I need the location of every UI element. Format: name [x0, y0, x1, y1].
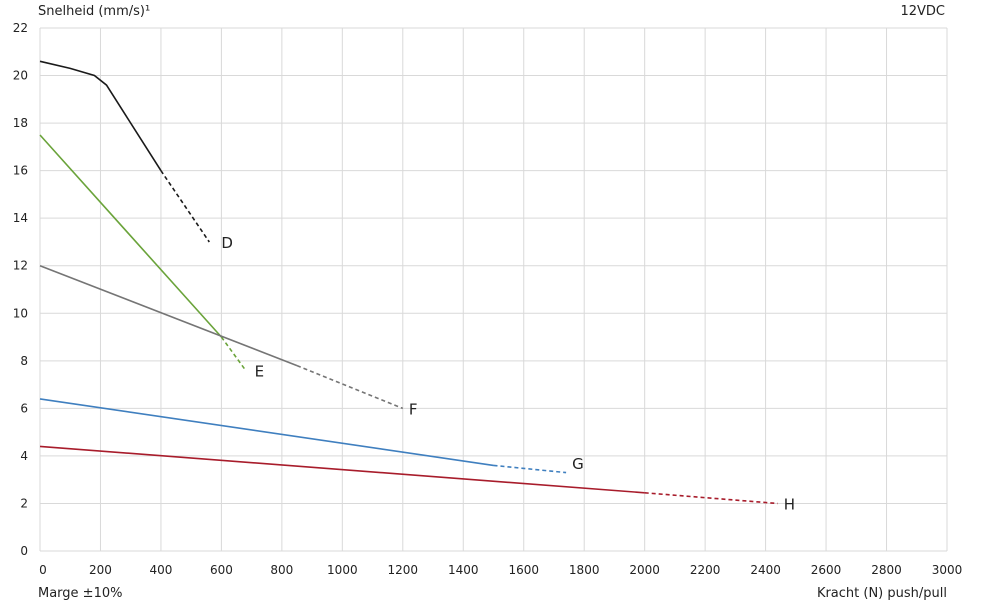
- x-axis-label: Kracht (N) push/pull: [817, 586, 947, 601]
- y-tick-label: 10: [13, 306, 28, 320]
- x-tick-label: 1000: [327, 563, 358, 577]
- series-d-dashed-line: [160, 170, 210, 243]
- series-f-dashed-line: [296, 364, 404, 410]
- series-g-line: [39, 398, 494, 467]
- y-tick-label: 16: [13, 164, 28, 178]
- series-e-label: E: [255, 362, 264, 380]
- y-tick-label: 22: [13, 21, 28, 35]
- tick-labels: 0 200 400 600 800 1000 1200 1400 1600 1800 2000 220…: [13, 21, 963, 577]
- series-h-dashed-line: [644, 492, 778, 505]
- series-h-label: H: [784, 495, 795, 513]
- y-tick-label: 14: [13, 211, 28, 225]
- x-tick-label: 2800: [871, 563, 902, 577]
- y-tick-label: 6: [20, 401, 28, 415]
- series-lines: [39, 60, 778, 505]
- x-tick-label: 1600: [508, 563, 539, 577]
- x-tick-label: 800: [270, 563, 293, 577]
- series-d-line: [39, 60, 162, 172]
- y-tick-label: 0: [20, 544, 28, 558]
- x-tick-label: 400: [149, 563, 172, 577]
- x-tick-label: 2400: [750, 563, 781, 577]
- series-h-line: [39, 445, 645, 494]
- x-tick-label: 2600: [811, 563, 842, 577]
- x-tick-label: 2000: [629, 563, 660, 577]
- series-g-dashed-line: [493, 464, 567, 474]
- y-tick-label: 2: [20, 496, 28, 510]
- x-tick-label: 1800: [569, 563, 600, 577]
- y-tick-label: 18: [13, 116, 28, 130]
- series-g-label: G: [572, 455, 584, 473]
- series-e-dashed-line: [220, 336, 247, 371]
- y-tick-label: 4: [20, 449, 28, 463]
- y-tick-label: 8: [20, 354, 28, 368]
- x-tick-label: 1200: [388, 563, 419, 577]
- grid: [39, 27, 948, 552]
- x-tick-label: 0: [39, 563, 47, 577]
- voltage-label: 12VDC: [900, 4, 945, 19]
- series-d-label: D: [221, 234, 233, 252]
- x-tick-label: 200: [89, 563, 112, 577]
- series-e-line: [39, 134, 222, 338]
- series-labels: D E F G H: [221, 234, 795, 514]
- y-tick-label: 20: [13, 69, 28, 83]
- series-f-line: [39, 264, 298, 367]
- x-tick-label: 600: [210, 563, 233, 577]
- x-tick-label: 2200: [690, 563, 721, 577]
- x-tick-label: 3000: [932, 563, 963, 577]
- margin-note: Marge ±10%: [38, 586, 122, 601]
- y-axis-label: Snelheid (mm/s)¹: [38, 4, 150, 19]
- series-f-label: F: [409, 400, 418, 418]
- x-tick-label: 1400: [448, 563, 479, 577]
- y-tick-label: 12: [13, 259, 28, 273]
